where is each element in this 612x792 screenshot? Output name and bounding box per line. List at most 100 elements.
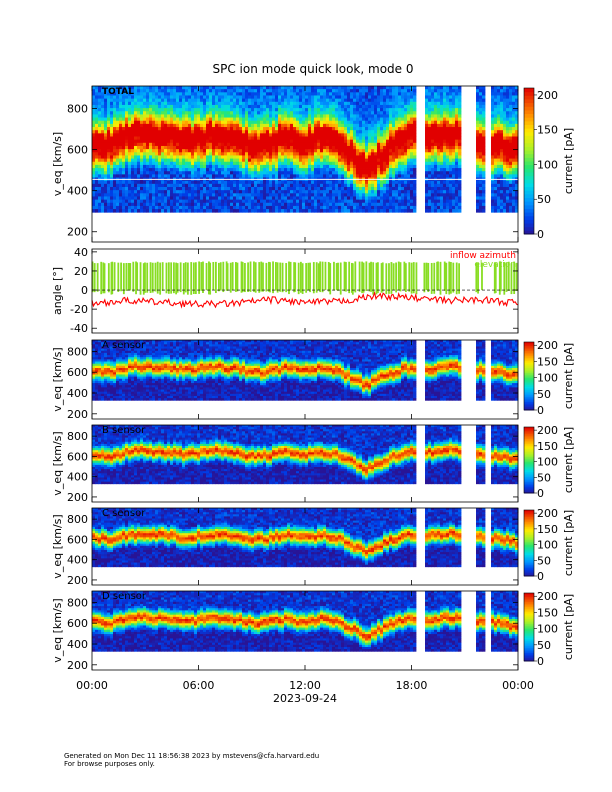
total-cell xyxy=(482,202,486,207)
total-cell xyxy=(152,89,156,93)
total-cell xyxy=(251,142,255,147)
total-cell xyxy=(347,205,351,210)
total-cell xyxy=(365,95,369,100)
total-cell xyxy=(356,98,360,103)
total-cell xyxy=(122,101,126,106)
total-cell xyxy=(389,95,393,100)
total-cell xyxy=(242,120,246,125)
total-cell xyxy=(263,196,267,201)
total-cell xyxy=(356,183,360,188)
total-cell xyxy=(128,183,132,188)
total-cell xyxy=(263,133,267,137)
total-cell xyxy=(257,98,261,103)
total-cell xyxy=(92,89,96,93)
total-cell xyxy=(263,152,267,156)
total-cell xyxy=(341,139,345,144)
total-cell xyxy=(200,92,204,96)
total-cell xyxy=(104,130,108,134)
total-cell xyxy=(368,155,372,159)
total-cell xyxy=(395,193,399,197)
total-cell xyxy=(296,202,300,207)
total-cell xyxy=(377,108,381,112)
total-cell xyxy=(224,186,228,191)
total-cell xyxy=(404,186,408,191)
total-cell xyxy=(125,209,129,213)
total-cell xyxy=(233,139,237,144)
total-cell xyxy=(356,180,360,185)
total-cell xyxy=(401,95,405,100)
total-cell xyxy=(386,104,390,109)
total-cell xyxy=(272,183,276,188)
total-cell xyxy=(392,104,396,109)
total-cell xyxy=(311,133,315,137)
total-cell xyxy=(233,142,237,147)
total-cell xyxy=(269,152,273,156)
total-cell xyxy=(491,202,495,207)
total-cell xyxy=(248,174,252,178)
total-cell xyxy=(242,196,246,201)
total-cell xyxy=(380,205,384,210)
total-cell xyxy=(368,133,372,137)
total-cell xyxy=(368,152,372,156)
total-cell xyxy=(233,123,237,128)
total-cell xyxy=(224,117,228,122)
total-cell xyxy=(254,117,258,122)
total-cell xyxy=(341,108,345,112)
total-cell xyxy=(197,133,201,137)
total-cell xyxy=(113,139,117,144)
total-cell xyxy=(377,117,381,122)
total-cell xyxy=(341,199,345,204)
total-cell xyxy=(254,149,258,153)
total-cell xyxy=(179,202,183,207)
total-cell xyxy=(140,104,144,109)
total-cell xyxy=(311,104,315,109)
total-cell xyxy=(269,136,273,141)
total-cell xyxy=(176,149,180,153)
total-cell xyxy=(299,142,303,147)
total-cell xyxy=(206,111,210,115)
total-cell xyxy=(203,183,207,188)
total-cell xyxy=(365,114,369,118)
total-cell xyxy=(410,130,414,134)
total-cell xyxy=(335,117,339,122)
total-cell xyxy=(224,199,228,204)
total-cell xyxy=(323,130,327,134)
total-cell xyxy=(212,199,216,204)
total-cell xyxy=(203,111,207,115)
total-cell xyxy=(128,161,132,166)
total-cell xyxy=(293,114,297,118)
total-cell xyxy=(101,199,105,204)
total-cell xyxy=(215,190,219,194)
total-cell xyxy=(386,196,390,201)
total-cell xyxy=(269,174,273,178)
total-cell xyxy=(293,89,297,93)
total-cell xyxy=(236,199,240,204)
total-cell xyxy=(356,111,360,115)
total-cell xyxy=(107,123,111,128)
total-cell xyxy=(320,101,324,106)
total-cell xyxy=(359,180,363,185)
total-cell xyxy=(404,183,408,188)
total-cell xyxy=(215,120,219,125)
total-cell xyxy=(329,168,333,172)
total-cell xyxy=(365,180,369,185)
total-cell xyxy=(407,95,411,100)
total-cell xyxy=(440,205,444,210)
total-cell xyxy=(365,101,369,106)
total-cell xyxy=(449,136,453,141)
total-cell xyxy=(113,196,117,201)
total-cell xyxy=(314,142,318,147)
total-cell xyxy=(290,199,294,204)
total-cell xyxy=(254,120,258,125)
total-cell xyxy=(449,104,453,109)
total-cell xyxy=(368,190,372,194)
total-cell xyxy=(401,108,405,112)
total-cell xyxy=(440,120,444,125)
total-cell xyxy=(179,104,183,109)
total-cell xyxy=(386,209,390,213)
total-cell xyxy=(401,202,405,207)
total-cell xyxy=(392,145,396,150)
total-cell xyxy=(401,205,405,210)
total-cell xyxy=(239,89,243,93)
total-cell xyxy=(176,205,180,210)
